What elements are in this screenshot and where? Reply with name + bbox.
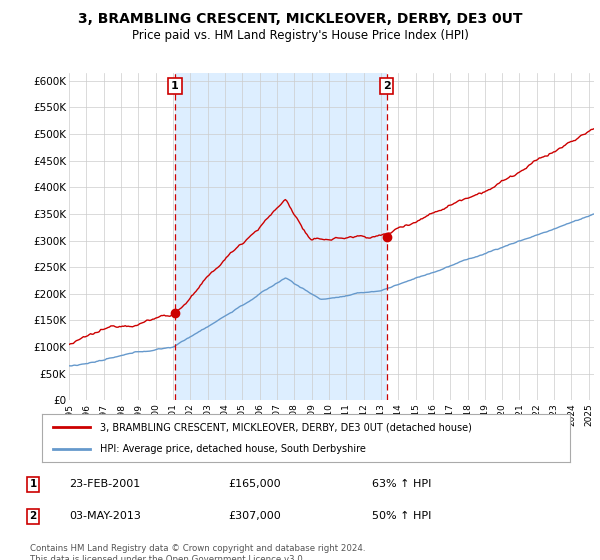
Text: 2: 2 [383, 81, 391, 91]
Text: £307,000: £307,000 [228, 511, 281, 521]
Text: 3, BRAMBLING CRESCENT, MICKLEOVER, DERBY, DE3 0UT (detached house): 3, BRAMBLING CRESCENT, MICKLEOVER, DERBY… [100, 422, 472, 432]
Text: HPI: Average price, detached house, South Derbyshire: HPI: Average price, detached house, Sout… [100, 444, 366, 454]
Bar [175, 73, 386, 400]
Text: £165,000: £165,000 [228, 479, 281, 489]
Text: 3, BRAMBLING CRESCENT, MICKLEOVER, DERBY, DE3 0UT: 3, BRAMBLING CRESCENT, MICKLEOVER, DERBY… [78, 12, 522, 26]
Text: 2: 2 [29, 511, 37, 521]
Text: 50% ↑ HPI: 50% ↑ HPI [372, 511, 431, 521]
Text: 1: 1 [171, 81, 179, 91]
Text: 1: 1 [29, 479, 37, 489]
Text: 23-FEB-2001: 23-FEB-2001 [69, 479, 140, 489]
Text: 03-MAY-2013: 03-MAY-2013 [69, 511, 141, 521]
Text: Price paid vs. HM Land Registry's House Price Index (HPI): Price paid vs. HM Land Registry's House … [131, 29, 469, 42]
Text: Contains HM Land Registry data © Crown copyright and database right 2024.
This d: Contains HM Land Registry data © Crown c… [30, 544, 365, 560]
Text: 63% ↑ HPI: 63% ↑ HPI [372, 479, 431, 489]
